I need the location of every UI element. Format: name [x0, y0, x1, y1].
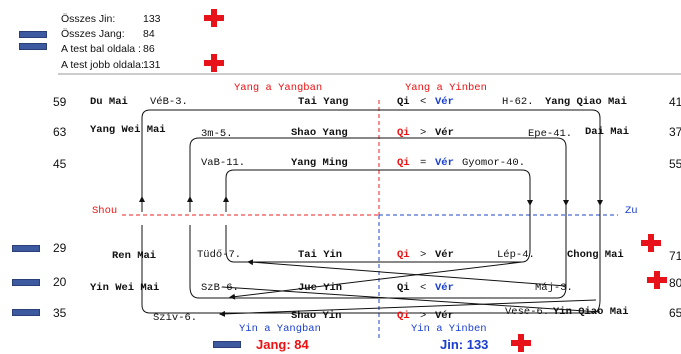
row-right-vessel: Dai Mai: [585, 126, 630, 138]
row-right-point: Máj-3.: [535, 282, 573, 294]
row-left-number: 35: [53, 306, 67, 320]
minus-icon[interactable]: [12, 309, 40, 316]
bal-label: A test bal oldala :: [61, 43, 141, 55]
row-left-vessel: Ren Mai: [112, 250, 157, 262]
row-right-number: 65: [669, 306, 681, 320]
osszes-jin-value: 133: [143, 13, 161, 25]
row-left-point: Szív-6.: [153, 312, 198, 324]
row-ver: Vér: [435, 282, 454, 294]
yang-yinben-label: Yang a Yinben: [405, 82, 487, 94]
row-right-vessel: Yang Qiao Mai: [545, 96, 627, 108]
row-left-number: 20: [53, 275, 67, 289]
jin-total: Jin: 133: [440, 337, 489, 352]
bal-value: 86: [143, 43, 155, 55]
row-left-number: 29: [53, 241, 67, 255]
cross-line: [247, 259, 567, 287]
row-left-vessel: Yin Wei Mai: [90, 282, 160, 294]
zu-label: Zu: [625, 205, 638, 217]
row-operator: <: [420, 282, 427, 294]
row-left-number: 59: [53, 95, 67, 109]
row-right-point: Epe-41.: [528, 128, 573, 140]
row-right-vessel: Yin Qiao Mai: [553, 306, 629, 318]
row-right-point: Gyomor-40.: [462, 157, 526, 169]
row-left-number: 45: [53, 157, 67, 171]
row-qi: Qi: [397, 310, 410, 322]
inner-loop: [225, 169, 531, 263]
row-right-point: Vese-6.: [505, 306, 550, 318]
row-ver: Vér: [435, 157, 454, 169]
yang-yangban-label: Yang a Yangban: [234, 82, 323, 94]
cross-line: [219, 299, 597, 317]
row-operator: >: [420, 127, 427, 139]
row-meridian: Tai Yin: [298, 249, 343, 261]
row-meridian: Shao Yin: [291, 310, 342, 322]
row-operator: >: [420, 310, 427, 322]
row-left-vessel: Du Mai: [90, 96, 128, 108]
minus-icon[interactable]: [19, 31, 47, 38]
row-meridian: Yang Ming: [291, 157, 348, 169]
row-right-number: 80: [669, 276, 681, 290]
row-operator: =: [420, 157, 427, 169]
minus-icon[interactable]: [12, 245, 40, 252]
row-right-number: 55: [669, 157, 681, 171]
row-qi: Qi: [397, 157, 410, 169]
row-ver: Vér: [435, 249, 454, 261]
row-right-number: 37: [669, 125, 681, 139]
minus-icon[interactable]: [213, 341, 241, 348]
jobb-label: A test jobb oldala:: [61, 59, 144, 71]
row-left-point: VaB-11.: [201, 157, 246, 169]
row-ver: Vér: [435, 310, 454, 322]
row-right-vessel: Chong Mai: [567, 249, 624, 261]
row-right-point: Lép-4.: [497, 249, 535, 261]
row-meridian: Shao Yang: [291, 127, 348, 139]
minus-icon[interactable]: [12, 279, 40, 286]
yin-yinben-label: Yin a Yinben: [411, 323, 487, 335]
row-left-point: SzB-6.: [201, 282, 239, 294]
minus-icon[interactable]: [19, 43, 47, 50]
row-left-vessel: Yang Wei Mai: [90, 124, 166, 136]
row-qi: Qi: [397, 96, 410, 108]
row-operator: >: [420, 249, 427, 261]
jang-total: Jang: 84: [256, 337, 309, 352]
row-right-number: 41: [669, 95, 681, 109]
cross-line: [221, 286, 601, 313]
row-left-point: 3m-5.: [201, 128, 233, 140]
row-qi: Qi: [397, 127, 410, 139]
row-right-point: H-62.: [502, 96, 534, 108]
middle-loop: [189, 137, 567, 299]
row-qi: Qi: [397, 249, 410, 261]
row-meridian: Jue Yin: [298, 282, 343, 294]
row-right-number: 71: [669, 249, 681, 263]
osszes-jang-value: 84: [143, 28, 155, 40]
row-meridian: Tai Yang: [298, 96, 349, 108]
outer-loop: [141, 109, 601, 314]
osszes-jin-label: Összes Jin:: [61, 13, 116, 25]
jobb-value: 131: [143, 59, 161, 71]
row-qi: Qi: [397, 282, 410, 294]
row-left-point: VéB-3.: [150, 96, 188, 108]
row-ver: Vér: [435, 96, 454, 108]
row-operator: <: [420, 96, 427, 108]
row-left-number: 63: [53, 125, 67, 139]
row-ver: Vér: [435, 127, 454, 139]
shou-label: Shou: [92, 205, 118, 217]
yin-yangban-label: Yin a Yangban: [239, 323, 321, 335]
osszes-jang-label: Összes Jang:: [61, 28, 125, 40]
row-left-point: Tüdő-7.: [197, 249, 242, 261]
